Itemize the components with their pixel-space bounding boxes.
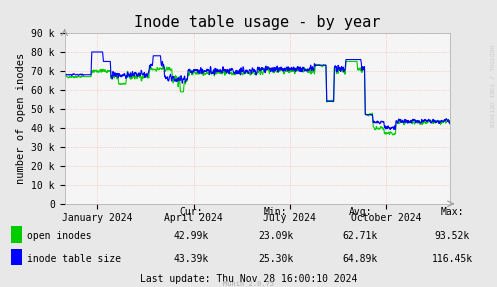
Text: Cur:: Cur: (179, 208, 203, 218)
Text: 64.89k: 64.89k (343, 254, 378, 264)
Title: Inode table usage - by year: Inode table usage - by year (134, 15, 380, 30)
Text: open inodes: open inodes (27, 231, 92, 241)
Text: Min:: Min: (264, 208, 288, 218)
Bar (11, 226, 22, 243)
Text: inode table size: inode table size (27, 254, 121, 264)
Text: Last update: Thu Nov 28 16:00:10 2024: Last update: Thu Nov 28 16:00:10 2024 (140, 274, 357, 284)
Text: 42.99k: 42.99k (174, 231, 209, 241)
Text: Avg:: Avg: (348, 208, 372, 218)
Text: RRDTOOL / TOBI OETIKER: RRDTOOL / TOBI OETIKER (489, 45, 494, 127)
Text: 43.39k: 43.39k (174, 254, 209, 264)
Text: Max:: Max: (440, 208, 464, 218)
Text: 25.30k: 25.30k (258, 254, 293, 264)
Text: 62.71k: 62.71k (343, 231, 378, 241)
Text: Munin 2.0.75: Munin 2.0.75 (223, 281, 274, 286)
Text: 116.45k: 116.45k (432, 254, 473, 264)
Y-axis label: number of open inodes: number of open inodes (16, 53, 26, 184)
Bar (11, 249, 22, 265)
Text: 23.09k: 23.09k (258, 231, 293, 241)
Text: 93.52k: 93.52k (435, 231, 470, 241)
